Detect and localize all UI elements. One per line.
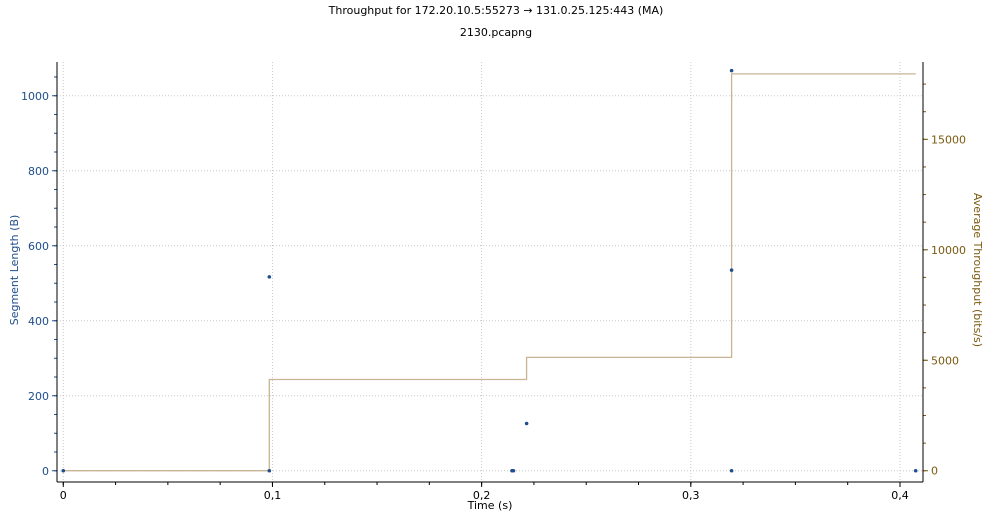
segment-series [61,68,918,473]
segment-point [61,468,66,473]
segment-point [913,468,918,473]
x-tick-label: 0,1 [264,489,282,502]
y-right-tick-label: 15000 [931,133,966,146]
grid-lines [57,62,923,482]
axes: 0 0,1 0,2 0,3 0,4020040060080010000500010000… [21,62,966,502]
segment-point [511,468,516,473]
segment-point [267,275,272,279]
y-right-tick-label: 5000 [931,354,959,367]
plot-area[interactable] [57,62,923,482]
x-tick-label: 0,3 [682,489,700,502]
y-left-tick-label: 800 [28,165,49,178]
throughput-series [63,73,916,472]
y-right-tick-label: 0 [931,465,938,478]
y-left-tick-label: 600 [28,240,49,253]
segment-point [729,468,734,473]
y-left-tick-label: 200 [28,390,49,403]
y-left-tick-label: 1000 [21,90,49,103]
y-left-tick-label: 0 [42,465,49,478]
chart-subtitle: 2130.pcapng [459,26,533,39]
x-axis-label: Time (s) [467,499,513,512]
segment-point [267,468,272,473]
segment-point [524,421,529,426]
y-right-tick-label: 10000 [931,244,966,257]
chart-title: Throughput for 172.20.10.5:55273 → 131.0… [328,4,664,17]
x-tick-label: 0,2 [473,489,491,502]
x-tick-label: 0 [60,489,67,502]
throughput-step-line [63,73,916,472]
segment-point [729,268,734,272]
y-axis-right-label: Average Throughput (bits/s) [971,193,984,347]
segment-point [729,68,734,73]
y-left-tick-label: 400 [28,315,49,328]
x-tick-label: 0,4 [891,489,909,502]
y-axis-left-label: Segment Length (B) [8,215,21,326]
